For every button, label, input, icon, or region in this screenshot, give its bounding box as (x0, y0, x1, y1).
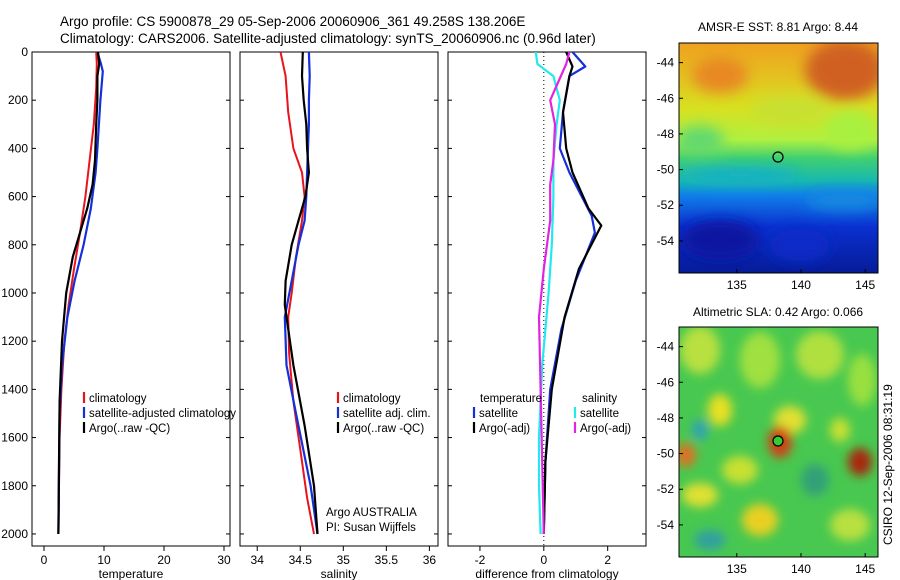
credit-line1: Argo AUSTRALIA (326, 507, 417, 519)
difference-salinity-legend-label: Argo(-adj) (580, 423, 631, 435)
difference-line-salinity-satellite (534, 52, 561, 535)
salinity-xtick-label: 34.5 (289, 553, 313, 567)
figure-title-line1: Argo profile: CS 5900878_29 05-Sep-2006 … (60, 14, 525, 29)
salinity-panel (239, 51, 439, 547)
depth-tick-label: 1200 (1, 334, 28, 348)
salinity-series-group (279, 52, 319, 535)
salinity-xlabel: salinity (321, 567, 358, 580)
sst-map-ytick-label: -44 (657, 56, 675, 70)
difference-temperature-legend-label: satellite (479, 408, 518, 420)
salinity-xtick-label: 35 (337, 553, 351, 567)
depth-tick-label: 1400 (1, 382, 28, 396)
sla-map-ytick-label: -50 (657, 447, 675, 461)
sst-map-ytick-label: -52 (657, 198, 675, 212)
sla-map-xtick-label: 145 (855, 562, 875, 576)
temperature-panel (31, 51, 231, 547)
salinity-legend-label: satellite adj. clim. (343, 408, 431, 420)
temperature-series-group (57, 52, 104, 535)
sla-map-ytick-label: -46 (657, 375, 675, 389)
temperature-xtick-label: 20 (157, 553, 171, 567)
temperature-legend-label: Argo(..raw -QC) (89, 423, 170, 435)
sst-map-xtick-label: 145 (855, 278, 875, 292)
sst-map-xtick-label: 135 (727, 278, 747, 292)
difference-xtick-label: -2 (475, 553, 486, 567)
difference-line-temperature-argo-adj- (542, 52, 603, 535)
depth-tick-label: 1800 (1, 479, 28, 493)
difference-xtick-label: 0 (540, 553, 547, 567)
depth-tick-label: 600 (8, 190, 28, 204)
sla-map-ytick-label: -48 (657, 411, 675, 425)
depth-tick-label: 800 (8, 238, 28, 252)
depth-tick-label: 0 (21, 45, 28, 59)
salinity-xtick-label: 34 (251, 553, 265, 567)
salinity-legend-label: Argo(..raw -QC) (343, 423, 424, 435)
salinity-line-argo-raw-qc- (283, 52, 319, 535)
temperature-legend-label: satellite-adjusted climatology (89, 408, 236, 420)
difference-salinity-legend-label: satellite (580, 408, 619, 420)
sla-map-xtick-label: 135 (727, 562, 747, 576)
difference-panel (447, 51, 647, 547)
difference-series-group (534, 52, 603, 535)
salinity-xtick-label: 36 (423, 553, 437, 567)
sst-map-ytick-label: -50 (657, 163, 675, 177)
figure-title-line2: Climatology: CARS2006. Satellite-adjuste… (60, 31, 596, 46)
temperature-xtick-label: 30 (217, 553, 231, 567)
sst-map-xtick-label: 140 (791, 278, 811, 292)
depth-tick-label: 200 (8, 93, 28, 107)
difference-temperature-legend-label: Argo(-adj) (479, 423, 530, 435)
depth-tick-label: 2000 (1, 527, 28, 541)
sst-map-ytick-label: -46 (657, 91, 675, 105)
difference-line-salinity-argo-adj- (537, 52, 571, 535)
argo-float-marker (772, 151, 784, 163)
sla-map-ytick-label: -54 (657, 518, 675, 532)
salinity-line-satellite-adj-clim- (283, 52, 319, 535)
sla-map: Altimetric SLA: 0.42 Argo: 0.066 (678, 305, 879, 558)
sst-map: AMSR-E SST: 8.81 Argo: 8.44 (678, 20, 879, 274)
salinity-legend-label: climatology (343, 393, 401, 405)
sst-map-ytick-label: -48 (657, 127, 675, 141)
salinity-xtick-label: 35.5 (375, 553, 399, 567)
timestamp-side-label: CSIRO 12-Sep-2006 08:31:19 (881, 384, 895, 545)
temperature-xtick-label: 10 (97, 553, 111, 567)
depth-tick-label: 1000 (1, 286, 28, 300)
difference-line-temperature-satellite (542, 52, 597, 535)
sla-map-title: Altimetric SLA: 0.42 Argo: 0.066 (693, 305, 863, 319)
difference-xtick-label: 2 (604, 553, 611, 567)
difference-legend-header-temperature: temperature (480, 393, 542, 405)
temperature-xlabel: temperature (99, 567, 164, 580)
sla-map-ytick-label: -52 (657, 482, 675, 496)
sla-map-ytick-label: -44 (657, 340, 675, 354)
sst-map-title: AMSR-E SST: 8.81 Argo: 8.44 (698, 20, 858, 34)
temperature-line-climatology (57, 52, 98, 535)
temperature-legend-label: climatology (89, 393, 147, 405)
temperature-line-argo-raw-qc- (57, 52, 101, 535)
credit-line2: PI: Susan Wijffels (326, 522, 416, 534)
depth-tick-label: 400 (8, 141, 28, 155)
depth-tick-label: 1600 (1, 431, 28, 445)
argo-float-marker-sla (772, 435, 784, 447)
sla-map-xtick-label: 140 (791, 562, 811, 576)
difference-xlabel: difference from climatology (475, 567, 618, 580)
difference-legend-header-salinity: salinity (582, 393, 617, 405)
sst-map-ytick-label: -54 (657, 234, 675, 248)
temperature-xtick-label: 0 (41, 553, 48, 567)
